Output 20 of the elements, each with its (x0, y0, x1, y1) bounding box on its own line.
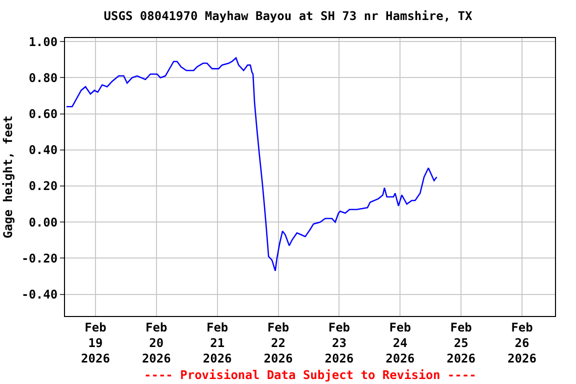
x-tick-label: Feb 25 2026 (446, 320, 476, 366)
y-tick-label: 0.00 (28, 215, 58, 230)
x-tick-label: Feb 24 2026 (386, 320, 415, 366)
y-tick-label: 1.00 (28, 34, 58, 49)
y-tick-label: 0.40 (28, 143, 58, 158)
y-tick-label: 0.60 (28, 107, 58, 122)
y-axis-title: Gage height, feet (0, 116, 15, 238)
x-tick-label: Feb 23 2026 (324, 320, 354, 366)
text: ---- Provisional Data Subject to Revision ---- (144, 368, 476, 382)
y-tick-label: 0.20 (28, 179, 58, 194)
x-tick-label: Feb 20 2026 (142, 320, 171, 366)
chart-title: USGS 08041970 Mayhaw Bayou at SH 73 nr Hamshire, TX (104, 8, 473, 23)
y-tick-label: -0.20 (21, 251, 58, 266)
y-tick-label: 0.80 (28, 70, 58, 85)
x-tick-label: Feb 26 2026 (508, 320, 536, 366)
line-series (66, 57, 438, 272)
x-tick-label: Feb 21 2026 (202, 320, 232, 366)
x-tick-label: Feb 19 2026 (81, 320, 110, 366)
x-tick-label: Feb 22 2026 (264, 320, 293, 366)
y-tick-label: -0.40 (21, 288, 58, 302)
